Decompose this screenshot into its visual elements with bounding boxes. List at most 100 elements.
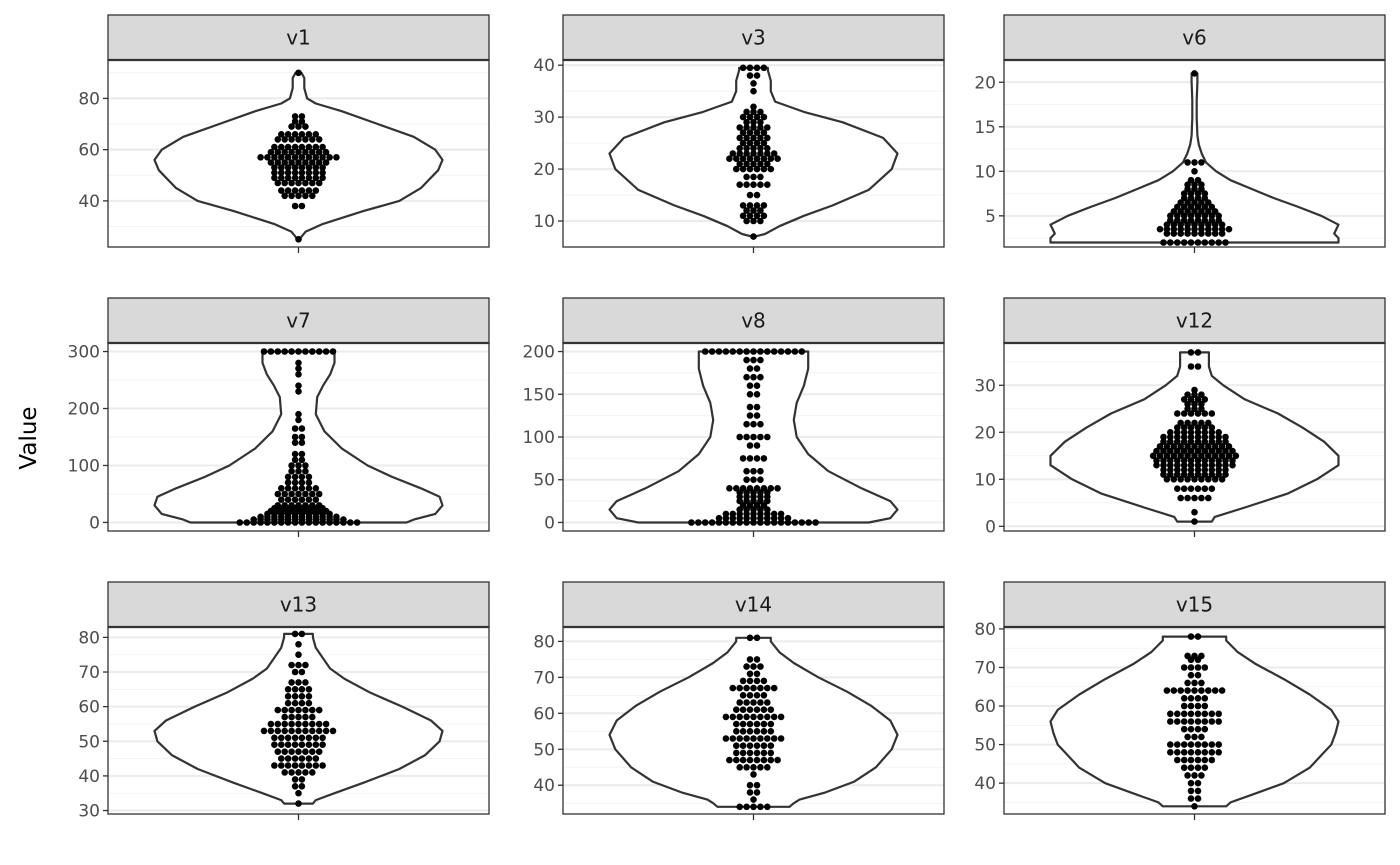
- data-point: [284, 479, 292, 486]
- data-point: [1177, 443, 1184, 450]
- data-point: [753, 155, 761, 162]
- data-point: [298, 450, 306, 458]
- data-point: [305, 699, 313, 707]
- data-point: [1211, 476, 1219, 483]
- data-point: [746, 677, 754, 685]
- data-point: [753, 670, 761, 678]
- data-point: [1187, 176, 1195, 184]
- data-point: [1187, 438, 1195, 446]
- data-point: [743, 467, 750, 475]
- data-point: [1201, 239, 1209, 246]
- y-tick-label: 80: [533, 632, 555, 652]
- data-point: [1167, 447, 1174, 455]
- y-tick-label: 40: [533, 776, 555, 796]
- strip-label: v14: [735, 593, 772, 617]
- data-point: [1211, 443, 1219, 450]
- data-point: [347, 519, 354, 526]
- data-point: [1194, 457, 1202, 464]
- data-point: [746, 129, 754, 136]
- data-point: [757, 207, 764, 214]
- data-point: [1191, 772, 1198, 779]
- data-point: [1174, 485, 1181, 493]
- data-point: [1187, 725, 1195, 733]
- data-point: [1187, 447, 1195, 455]
- data-point: [315, 348, 323, 355]
- data-point: [753, 412, 761, 419]
- data-point: [1170, 208, 1178, 215]
- data-point: [1194, 741, 1202, 748]
- data-point: [1167, 466, 1174, 474]
- data-point: [743, 713, 750, 721]
- data-point: [236, 519, 244, 526]
- data-point: [743, 476, 750, 484]
- data-point: [312, 169, 320, 176]
- data-point: [1184, 452, 1191, 460]
- data-point: [746, 749, 754, 757]
- data-point: [281, 713, 289, 721]
- data-point: [743, 803, 750, 811]
- data-point: [750, 348, 757, 355]
- data-point: [1191, 803, 1198, 810]
- data-point: [1194, 795, 1202, 802]
- data-point: [739, 155, 747, 162]
- data-point: [298, 762, 306, 769]
- data-point: [298, 668, 306, 676]
- data-point: [753, 113, 761, 121]
- data-point: [329, 348, 337, 355]
- data-point: [1194, 671, 1202, 679]
- data-point: [312, 762, 320, 769]
- data-point: [1208, 203, 1216, 211]
- data-point: [733, 165, 740, 173]
- data-point: [1232, 452, 1240, 460]
- data-point: [1180, 429, 1188, 436]
- data-point: [291, 433, 299, 441]
- data-point: [1194, 702, 1202, 710]
- data-point: [281, 348, 289, 355]
- data-point: [750, 134, 757, 142]
- data-point: [295, 179, 302, 187]
- data-point: [743, 150, 750, 157]
- data-point: [739, 202, 747, 209]
- data-point: [1187, 664, 1195, 671]
- data-point: [291, 450, 299, 458]
- data-point: [284, 699, 292, 707]
- data-point: [1187, 429, 1195, 436]
- data-point: [1191, 443, 1198, 450]
- data-point: [1180, 702, 1188, 710]
- data-point: [1184, 405, 1191, 413]
- data-point: [750, 207, 757, 214]
- data-point: [1187, 424, 1195, 431]
- data-point: [322, 148, 330, 156]
- data-point: [767, 485, 775, 492]
- data-point: [298, 433, 306, 441]
- data-point: [1215, 749, 1222, 756]
- data-point: [736, 699, 743, 706]
- data-point: [291, 762, 299, 769]
- data-point: [309, 490, 316, 498]
- data-point: [271, 762, 278, 769]
- data-point: [743, 348, 750, 355]
- data-point: [302, 348, 309, 355]
- data-point: [1201, 725, 1209, 733]
- data-point: [333, 154, 340, 161]
- data-point: [739, 64, 747, 72]
- data-point: [291, 473, 299, 481]
- data-point: [1194, 176, 1202, 184]
- data-point: [1201, 410, 1209, 417]
- data-point: [729, 150, 737, 157]
- data-point: [739, 749, 747, 757]
- data-point: [715, 348, 723, 355]
- strip-label: v8: [741, 309, 766, 333]
- data-point: [295, 727, 302, 735]
- data-point: [726, 756, 733, 764]
- data-point: [302, 679, 309, 686]
- data-point: [1194, 438, 1202, 446]
- data-point: [302, 748, 309, 755]
- data-point: [1163, 452, 1171, 460]
- data-point: [295, 159, 302, 166]
- data-point: [298, 693, 306, 700]
- data-point: [750, 181, 757, 188]
- data-point: [1170, 476, 1178, 483]
- data-point: [1174, 433, 1181, 441]
- data-point: [1215, 471, 1222, 478]
